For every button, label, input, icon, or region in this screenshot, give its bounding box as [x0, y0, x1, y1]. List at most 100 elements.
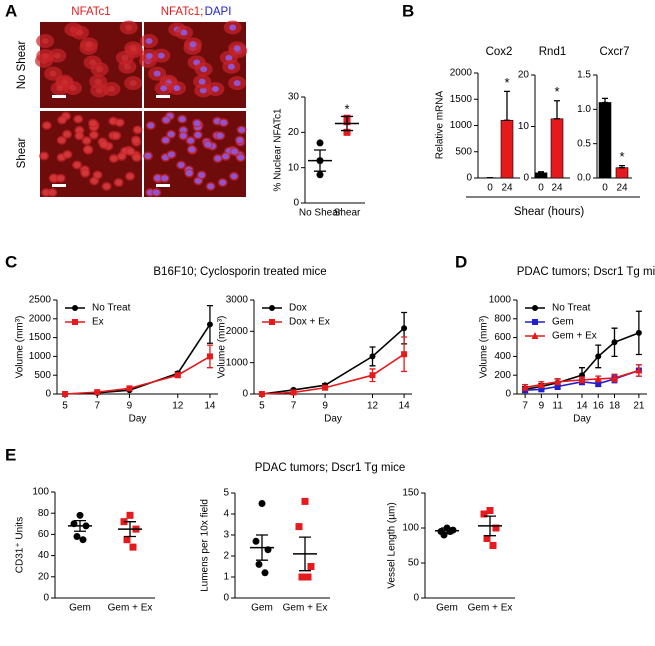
error-bar — [74, 519, 86, 532]
data-point — [126, 511, 134, 519]
y-tick-label: 0.5 — [577, 138, 591, 149]
chart-title: Cox2 — [486, 46, 513, 58]
legend-marker — [531, 332, 539, 339]
y-tick-label: 80 — [38, 508, 50, 519]
nucleus — [63, 131, 71, 138]
y-tick-label: 1500 — [450, 94, 473, 105]
x-tick-label: 7 — [522, 401, 528, 412]
nucleus — [214, 155, 222, 162]
nucleus — [231, 148, 239, 155]
nucleus — [194, 177, 202, 184]
y-tick-label: 10 — [288, 162, 300, 173]
y-tick-label: 30 — [288, 92, 300, 103]
y-tick-label: 1.0 — [577, 104, 591, 115]
nucleus — [162, 137, 170, 144]
data-point — [94, 389, 101, 396]
nucleus — [129, 80, 137, 87]
scale-bar — [156, 184, 170, 187]
nucleus — [95, 87, 103, 94]
nucleus — [48, 189, 56, 196]
x-tick-label: 18 — [609, 401, 621, 412]
nucleus — [94, 172, 102, 179]
x-tick-label: No Shear — [299, 208, 342, 219]
nucleus — [41, 38, 49, 45]
data-point — [307, 563, 315, 570]
x-tick-label: 0 — [538, 183, 544, 194]
scale-bar — [52, 184, 66, 187]
data-point — [343, 128, 351, 136]
annotation: * — [619, 149, 624, 164]
nucleus — [94, 78, 102, 85]
nucleus — [112, 132, 120, 139]
y-tick-label: 100 — [402, 523, 419, 534]
nucleus — [103, 183, 111, 190]
y-tick-label: 500 — [455, 146, 472, 157]
image-column-label: NFATc1 — [71, 6, 110, 18]
x-tick-label: 24 — [551, 183, 563, 194]
nucleus — [160, 85, 168, 92]
y-tick-label: 20 — [38, 571, 50, 582]
nucleus — [220, 119, 228, 126]
panel-label: C — [5, 252, 17, 271]
data-point — [258, 391, 265, 397]
nucleus — [161, 175, 169, 182]
y-tick-label: 1000 — [29, 351, 52, 362]
y-tick-label: 500 — [34, 370, 51, 381]
data-point — [62, 391, 69, 397]
nucleus — [179, 132, 187, 139]
nucleus — [125, 24, 133, 31]
data-point — [206, 321, 213, 328]
y-tick-label: 0 — [466, 173, 472, 184]
y-tick-label: 1.5 — [577, 70, 591, 81]
nucleus — [63, 151, 71, 158]
nucleus — [123, 63, 131, 70]
x-tick-label: 24 — [616, 183, 628, 194]
nucleus — [157, 52, 165, 59]
error-bar — [341, 115, 353, 132]
nucleus — [57, 175, 65, 182]
data-point — [594, 374, 602, 382]
panel-label: B — [402, 1, 414, 20]
chart-title: Rnd1 — [539, 46, 567, 58]
nucleus — [75, 132, 83, 139]
data-point — [578, 375, 586, 383]
nucleus — [43, 122, 51, 129]
x-tick-label: 0 — [602, 183, 608, 194]
nucleus — [58, 117, 66, 124]
y-axis-label: Lumens per 10x field — [200, 499, 211, 592]
series-line — [65, 355, 211, 395]
data-point — [554, 377, 562, 385]
data-point — [554, 383, 561, 390]
data-point — [635, 329, 642, 336]
axis-label: Relative mRNA — [435, 91, 446, 160]
nucleus — [219, 179, 227, 186]
nucleus — [85, 41, 93, 48]
y-tick-label: 100 — [32, 487, 49, 498]
nucleus — [233, 80, 241, 87]
data-point — [290, 389, 297, 396]
y-tick-label: 0 — [223, 593, 229, 604]
data-point — [174, 372, 181, 379]
nucleus — [96, 66, 104, 73]
error-bar — [299, 536, 311, 572]
data-point — [252, 537, 260, 545]
nucleus — [50, 174, 58, 181]
nucleus — [116, 119, 124, 126]
error-bar — [602, 97, 608, 104]
nucleus — [198, 78, 206, 85]
x-axis-label: Day — [324, 414, 342, 425]
nucleus — [185, 170, 193, 177]
nucleus — [126, 173, 134, 180]
data-point — [316, 171, 324, 179]
series-line — [65, 323, 211, 395]
data-point — [304, 573, 312, 581]
data-point — [295, 523, 303, 531]
nucleus — [121, 54, 129, 61]
nucleus — [132, 136, 140, 143]
series-line — [261, 327, 405, 395]
x-tick-label: Gem — [69, 603, 91, 614]
nucleus — [229, 24, 237, 31]
nucleus — [76, 29, 84, 36]
x-tick-label: 0 — [487, 183, 493, 194]
